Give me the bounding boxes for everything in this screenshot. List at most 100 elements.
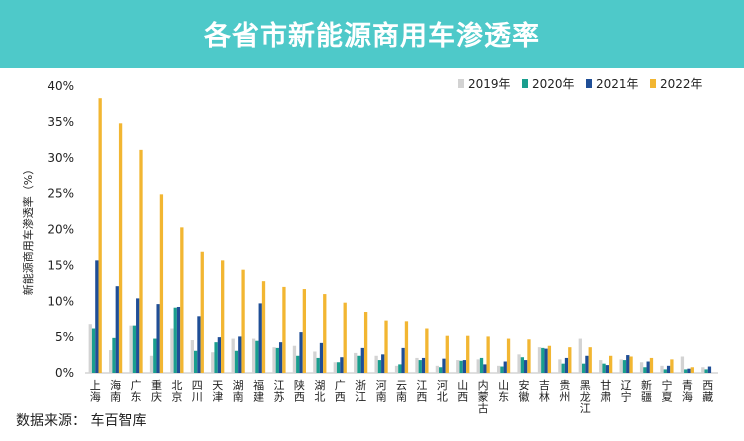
bar-2022年-甘肃	[608, 355, 613, 373]
x-tick-label-char: 林	[539, 390, 550, 404]
bar-2019年-江西	[415, 357, 419, 373]
bar-2020年-山西	[459, 360, 463, 373]
y-tick-label: 15%	[47, 258, 74, 272]
bar-2021年-广东	[136, 298, 140, 373]
bar-2021年-广西	[340, 357, 344, 373]
x-tick-label-char: 甘	[600, 379, 611, 392]
bar-2020年-宁夏	[663, 369, 667, 373]
bar-2019年-浙江	[354, 352, 358, 373]
x-tick-label-char: 东	[131, 391, 142, 404]
bar-2019年-上海	[88, 324, 92, 373]
y-tick-label: 0%	[55, 366, 74, 380]
bar-2022年-安徽	[527, 339, 531, 373]
bar-2022年-山东	[506, 338, 511, 373]
x-tick-label-char: 湖	[233, 379, 244, 392]
x-tick-label-char: 安	[519, 378, 530, 392]
bar-2022年-广东	[139, 149, 143, 373]
x-tick-label-char: 藏	[702, 391, 713, 404]
bar-2022年-浙江	[363, 312, 368, 373]
bar-2019年-广东	[129, 325, 133, 373]
x-tick-label-char: 南	[376, 391, 387, 404]
bar-2019年-河南	[374, 355, 378, 373]
bar-2020年-云南	[398, 364, 402, 373]
title-banner: 各省市新能源商用车渗透率	[0, 0, 744, 68]
x-tick-label-char: 江	[273, 379, 284, 392]
x-tick-label-char: 庆	[151, 390, 162, 404]
bar-2021年-安徽	[524, 360, 528, 373]
x-tick-label-char: 南	[233, 391, 244, 404]
bar-2020年-山东	[500, 366, 504, 373]
bar-2019年-贵州	[558, 359, 562, 373]
bar-2020年-江西	[418, 360, 422, 373]
bar-2020年-青海	[684, 369, 688, 373]
x-tick-label-char: 贵	[559, 379, 570, 392]
bar-2022年-河北	[445, 335, 449, 373]
x-tick-label-char: 江	[416, 379, 427, 392]
x-tick-label-char: 辽	[621, 379, 632, 392]
bar-2020年-甘肃	[602, 363, 606, 373]
x-tick-label-char: 苏	[273, 391, 284, 404]
x-tick-label-char: 海	[110, 378, 121, 392]
bar-2021年-内蒙古	[483, 364, 487, 373]
data-source: 数据来源： 车百智库	[16, 413, 147, 429]
x-tick-label-char: 河	[437, 379, 448, 392]
x-tick-label-char: 海	[682, 390, 693, 404]
bar-2022年-黑龙江	[588, 347, 592, 373]
bar-2021年-上海	[95, 260, 99, 373]
bar-2019年-山西	[456, 360, 460, 373]
bar-2022年-广西	[343, 302, 347, 373]
bar-2022年-天津	[221, 260, 225, 373]
bar-2021年-黑龙江	[585, 355, 589, 373]
bar-2020年-新疆	[643, 367, 647, 373]
bar-2021年-西藏	[707, 366, 712, 373]
bar-2020年-黑龙江	[581, 363, 586, 373]
chart-title: 各省市新能源商用车渗透率	[204, 21, 540, 52]
x-tick-label-char: 南	[396, 391, 407, 404]
y-tick-label: 10%	[47, 294, 74, 308]
bar-2019年-天津	[211, 352, 215, 373]
bar-2019年-安徽	[517, 354, 521, 373]
bar-2020年-北京	[173, 307, 177, 373]
y-tick-label: 5%	[55, 330, 74, 344]
x-tick-label-char: 疆	[641, 391, 652, 404]
x-tick-label-char: 河	[376, 379, 387, 392]
bar-2019年-黑龙江	[578, 338, 582, 373]
x-tick-label-char: 肃	[600, 391, 611, 404]
bar-2021年-江西	[421, 357, 426, 373]
bar-2022年-江西	[425, 328, 429, 373]
bar-2019年-北京	[170, 328, 174, 373]
x-tick-label-char: 重	[151, 378, 162, 392]
bar-2020年-浙江	[357, 355, 361, 373]
x-tick-label-char: 东	[498, 391, 509, 404]
bar-2021年-北京	[176, 306, 181, 373]
bar-2020年-湖南	[234, 350, 239, 373]
bar-2020年-陕西	[296, 355, 300, 373]
bar-2020年-江苏	[275, 347, 279, 373]
x-tick-label-char: 黑	[580, 379, 591, 392]
legend-swatch-2019年	[458, 79, 464, 88]
x-tick-label-char: 内	[478, 378, 489, 392]
bar-2022年-贵州	[568, 347, 572, 373]
legend-swatch-2021年	[586, 79, 592, 88]
x-tick-label-char: 陕	[294, 378, 305, 392]
x-tick-label-char: 四	[192, 379, 203, 392]
bar-2019年-重庆	[149, 355, 154, 373]
bar-2020年-河南	[377, 360, 382, 373]
bar-2020年-广东	[132, 325, 137, 373]
bar-2021年-贵州	[564, 357, 569, 373]
bar-2020年-湖北	[316, 357, 320, 373]
bar-2021年-河南	[381, 354, 385, 373]
bar-2021年-甘肃	[605, 365, 609, 373]
x-tick-label-char: 山	[457, 379, 468, 392]
bar-2019年-云南	[394, 365, 399, 373]
bar-2020年-四川	[194, 350, 198, 373]
bar-2019年-四川	[190, 339, 195, 373]
bar-2019年-江苏	[272, 347, 276, 373]
x-tick-label-char: 建	[253, 390, 264, 404]
bar-2019年-内蒙古	[476, 359, 480, 373]
legend-swatch-2022年	[650, 79, 656, 88]
bar-2022年-福建	[261, 281, 266, 373]
bar-2022年-云南	[404, 321, 409, 373]
bar-2020年-福建	[255, 340, 259, 373]
